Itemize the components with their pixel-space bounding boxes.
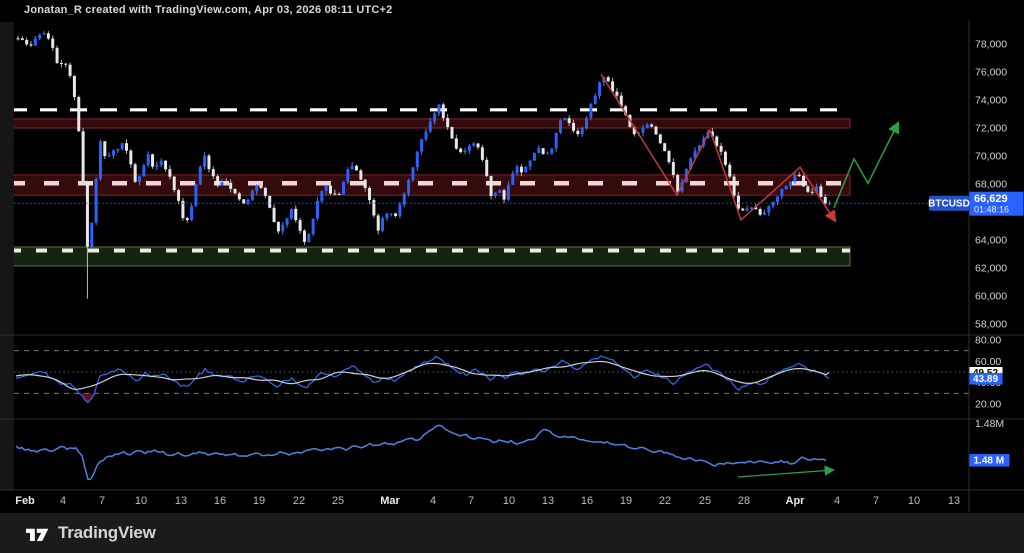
svg-text:13: 13 xyxy=(175,495,187,507)
chart-canvas[interactable]: 78,000 76,000 74,000 72,000 70,000 68,000 64,0… xyxy=(0,0,1024,513)
svg-text:13: 13 xyxy=(542,495,554,507)
svg-text:78,000: 78,000 xyxy=(975,39,1007,51)
svg-text:16: 16 xyxy=(581,495,593,507)
svg-text:70,000: 70,000 xyxy=(975,151,1007,163)
svg-text:25: 25 xyxy=(699,495,711,507)
svg-text:BTCUSD: BTCUSD xyxy=(928,199,970,210)
volume-value-badge: 1.48 M xyxy=(970,454,1010,467)
svg-text:60,000: 60,000 xyxy=(975,291,1007,303)
svg-text:74,000: 74,000 xyxy=(975,95,1007,107)
svg-text:Mar: Mar xyxy=(380,495,400,507)
svg-text:7: 7 xyxy=(99,495,105,507)
svg-text:10: 10 xyxy=(908,495,920,507)
watermark-credit: Jonatan_R created with TradingView.com, … xyxy=(24,4,393,16)
svg-text:13: 13 xyxy=(948,495,960,507)
svg-text:Feb: Feb xyxy=(15,495,35,507)
svg-text:Apr: Apr xyxy=(786,495,806,507)
svg-text:72,000: 72,000 xyxy=(975,123,1007,135)
svg-text:7: 7 xyxy=(468,495,474,507)
svg-text:19: 19 xyxy=(620,495,632,507)
rsi-value-badge: 43.89 xyxy=(970,373,1003,385)
svg-text:10: 10 xyxy=(135,495,147,507)
tradingview-logo-icon[interactable] xyxy=(26,525,49,542)
tradingview-logo-text[interactable]: TradingView xyxy=(58,523,156,543)
svg-text:58,000: 58,000 xyxy=(975,319,1007,331)
svg-text:4: 4 xyxy=(834,495,840,507)
svg-text:01:48:16: 01:48:16 xyxy=(974,205,1009,215)
svg-text:7: 7 xyxy=(873,495,879,507)
bottom-toolbar: TradingView xyxy=(0,513,1024,553)
svg-text:28: 28 xyxy=(738,495,750,507)
svg-text:16: 16 xyxy=(214,495,226,507)
svg-text:66,629: 66,629 xyxy=(974,193,1008,205)
svg-text:22: 22 xyxy=(659,495,671,507)
svg-text:43.89: 43.89 xyxy=(973,374,998,385)
svg-text:68,000: 68,000 xyxy=(975,179,1007,191)
svg-text:4: 4 xyxy=(60,495,66,507)
svg-text:1.48M: 1.48M xyxy=(975,418,1004,430)
svg-text:19: 19 xyxy=(253,495,265,507)
btcusd-ticker-tag: BTCUSD xyxy=(928,196,970,211)
svg-text:62,000: 62,000 xyxy=(975,263,1007,275)
tradingview-chart-window: Jonatan_R created with TradingView.com, … xyxy=(0,0,1024,553)
svg-text:22: 22 xyxy=(293,495,305,507)
svg-text:4: 4 xyxy=(430,495,436,507)
svg-text:1.48 M: 1.48 M xyxy=(974,456,1005,467)
svg-text:20.00: 20.00 xyxy=(975,399,1001,411)
svg-text:64,000: 64,000 xyxy=(975,235,1007,247)
svg-text:25: 25 xyxy=(332,495,344,507)
svg-text:80.00: 80.00 xyxy=(975,335,1001,347)
svg-text:10: 10 xyxy=(503,495,515,507)
btcusd-price-badge: 66,62901:48:16 xyxy=(970,192,1024,216)
svg-text:76,000: 76,000 xyxy=(975,67,1007,79)
svg-text:60.00: 60.00 xyxy=(975,356,1001,368)
